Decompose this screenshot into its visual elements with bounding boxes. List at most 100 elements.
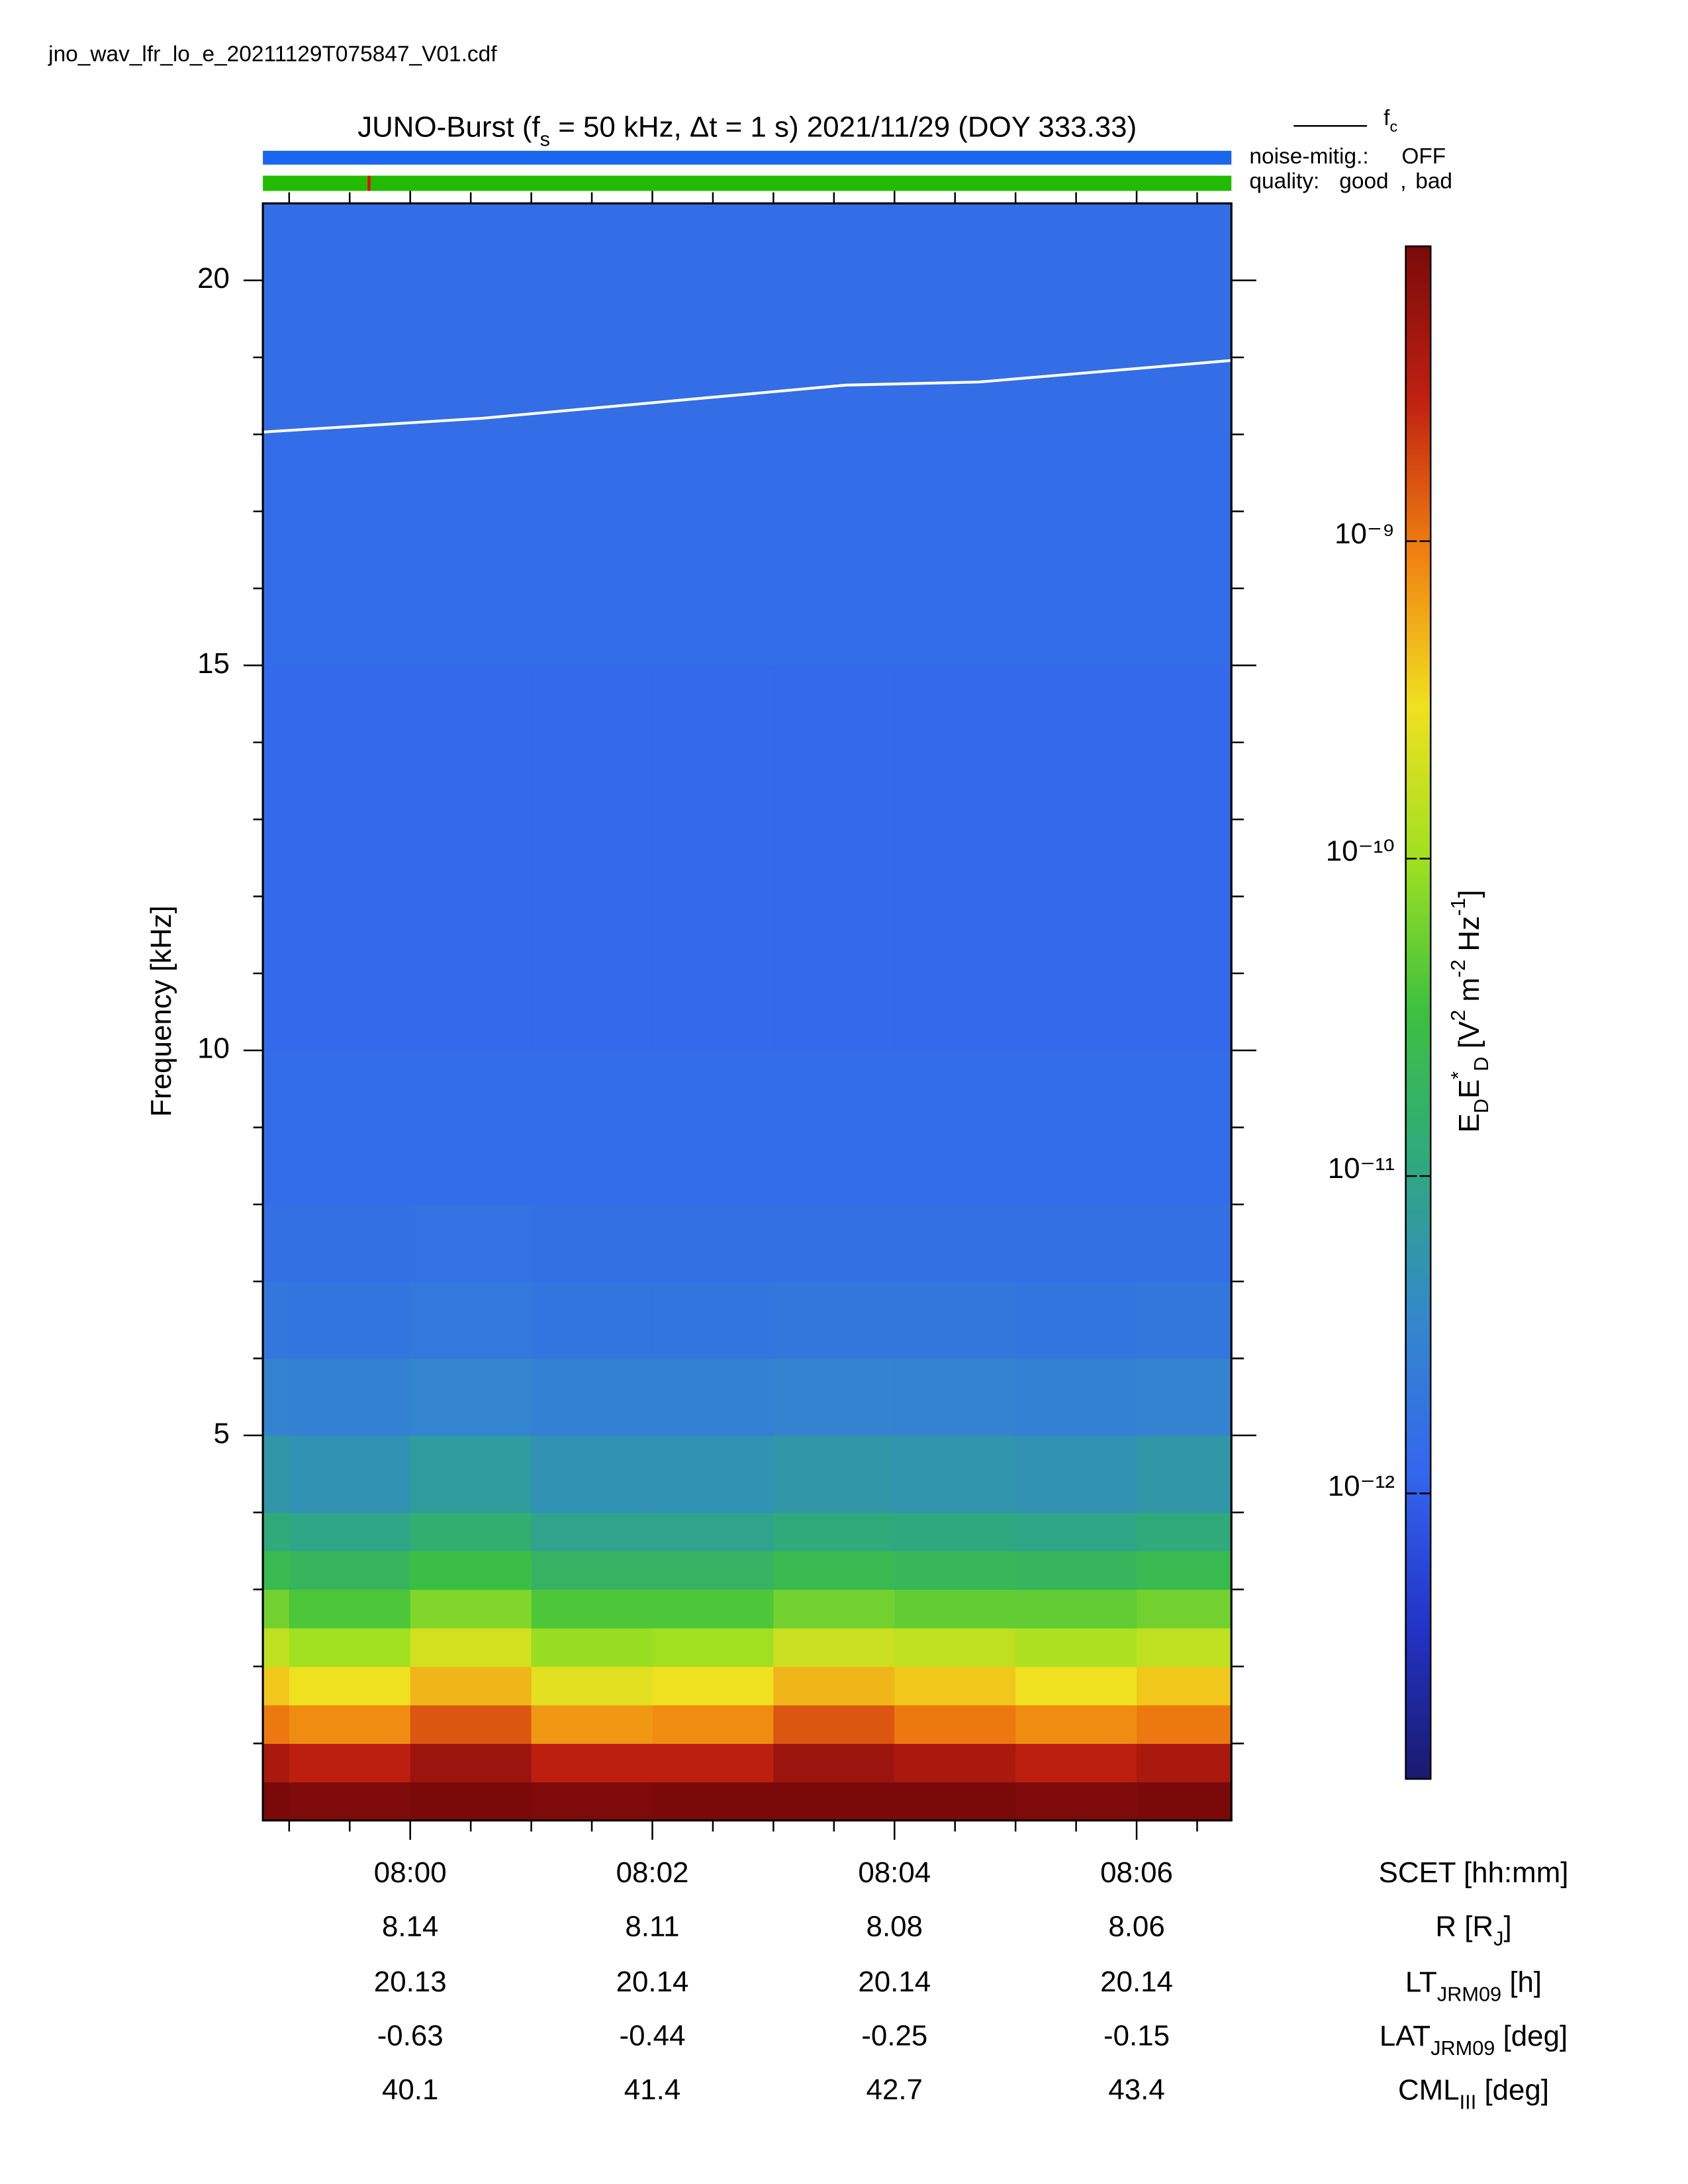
spectrogram-cell	[263, 1512, 290, 1552]
ephemeris-value: 40.1	[382, 2073, 438, 2106]
text-part: JUNO-Burst (f	[357, 111, 540, 143]
plot-frame	[261, 202, 1233, 1822]
ephemeris-value: 41.4	[624, 2073, 680, 2106]
noise-value: OFF	[1401, 144, 1446, 169]
text-part: m	[1452, 978, 1485, 1010]
spectrogram-cell	[894, 1358, 1016, 1436]
bad-marker	[367, 175, 371, 191]
quality-sep: ,	[1400, 169, 1406, 194]
spectrogram-cell	[1137, 1627, 1232, 1667]
spectrogram-cell	[773, 896, 895, 1051]
ephemeris-label: R [RJ]	[1435, 1910, 1511, 1950]
spectrogram-cell	[652, 1204, 774, 1282]
spectrogram-cell	[263, 1358, 290, 1436]
y-tick-label: 10	[197, 1032, 230, 1065]
spectrogram-cell	[652, 1627, 774, 1667]
ephemeris-value: -0.44	[619, 2019, 685, 2052]
spectrogram-cell	[289, 203, 411, 435]
spectrogram-cell	[894, 1204, 1016, 1282]
spectrogram-cell	[289, 665, 411, 897]
spectrogram-cell	[410, 1589, 532, 1629]
text-part: JRM09	[1430, 2036, 1495, 2059]
spectrogram-cell	[410, 1782, 532, 1821]
quality-bar	[263, 175, 1232, 191]
spectrogram-cell	[410, 1743, 532, 1783]
spectrogram-cell	[1137, 1204, 1232, 1282]
spectrogram-cell	[1137, 1705, 1232, 1744]
text-part: = 50 kHz, Δt = 1 s) 2021/11/29 (DOY 333.…	[550, 111, 1137, 143]
legend-name: f	[1383, 106, 1390, 130]
spectrogram-cell	[894, 1050, 1016, 1205]
spectrogram-cell	[652, 896, 774, 1051]
ephemeris-value: 8.11	[625, 1910, 679, 1942]
spectrogram-cell	[263, 1743, 290, 1783]
spectrogram-cell	[1137, 1782, 1232, 1821]
spectrogram-cell	[263, 1705, 290, 1744]
spectrogram-cell	[652, 1743, 774, 1783]
spectrogram-cell	[289, 1743, 411, 1783]
spectrogram-cell	[894, 1551, 1016, 1590]
spectrogram-cell	[263, 203, 290, 435]
spectrogram-cell	[410, 1551, 532, 1590]
spectrogram-cell	[410, 1666, 532, 1706]
text-part: JRM09	[1437, 1982, 1501, 2005]
spectrogram-cell	[531, 1358, 653, 1436]
spectrogram-cell	[410, 665, 532, 897]
spectrogram-cell	[1015, 1281, 1137, 1359]
text-part: ]	[1452, 889, 1485, 897]
spectrogram-cell	[289, 1666, 411, 1706]
text-part: LAT	[1380, 2019, 1430, 2052]
spectrogram-cell	[1137, 434, 1232, 666]
spectrogram-cell	[652, 1512, 774, 1552]
spectrogram-cell	[263, 1589, 290, 1629]
ephemeris-value: -0.25	[861, 2019, 927, 2052]
ephemeris-value: 8.08	[867, 1910, 923, 1942]
spectrogram-cell	[289, 1281, 411, 1359]
spectrogram-cell	[289, 1589, 411, 1629]
text-part: -2	[1446, 960, 1469, 978]
spectrogram-cell	[289, 1705, 411, 1744]
spectrogram-cell	[652, 1782, 774, 1821]
spectrogram-cell	[410, 1705, 532, 1744]
ephemeris-value: 8.14	[382, 1910, 438, 1942]
ephemeris-value: 8.06	[1108, 1910, 1164, 1942]
text-part: D	[1469, 1099, 1492, 1113]
spectrogram-cell	[652, 1435, 774, 1513]
text-part: E	[1452, 1113, 1485, 1132]
text-part: CML	[1398, 2073, 1460, 2106]
spectrogram-cell	[894, 434, 1016, 666]
ephemeris-value: 20.14	[858, 1966, 931, 1998]
quality-bad: bad	[1415, 169, 1452, 194]
spectrogram-cell	[263, 665, 290, 897]
spectrogram-cell	[289, 1551, 411, 1590]
spectrogram-cell	[263, 1050, 290, 1205]
spectrogram-cell	[1137, 1050, 1232, 1205]
text-part: R [R	[1435, 1910, 1493, 1942]
spectrogram-cell	[1015, 434, 1137, 666]
colorbar	[1405, 245, 1432, 1780]
ephemeris-value: 42.7	[867, 2073, 923, 2106]
spectrogram-cell	[1137, 203, 1232, 435]
x-axis-label: SCET [hh:mm]	[1379, 1856, 1569, 1889]
spectrogram-cell	[773, 1204, 895, 1282]
file-name: jno_wav_lfr_lo_e_20211129T075847_V01.cdf	[48, 42, 497, 66]
spectrogram-cell	[410, 1358, 532, 1436]
spectrogram-cell	[1015, 1358, 1137, 1436]
spectrogram-cell	[289, 1627, 411, 1667]
spectrogram-cell	[652, 1551, 774, 1590]
spectrogram-cell	[1137, 1551, 1232, 1590]
spectrogram-cell	[1015, 1551, 1137, 1590]
noise-label: noise-mitig.:	[1249, 144, 1368, 169]
ephemeris-value: 20.14	[1100, 1966, 1173, 1998]
spectrogram-cell	[773, 1589, 895, 1629]
spectrogram-cell	[1015, 203, 1137, 435]
spectrogram-cell	[894, 665, 1016, 897]
spectrogram-cell	[1137, 1358, 1232, 1436]
text-part: Hz	[1452, 916, 1485, 960]
spectrogram-cell	[652, 434, 774, 666]
x-tick-label: 08:06	[1100, 1856, 1173, 1889]
spectrogram-cell	[894, 203, 1016, 435]
spectrogram-cell	[531, 896, 653, 1051]
text-part: J	[1493, 1927, 1503, 1950]
spectrogram-cell	[1015, 1204, 1137, 1282]
